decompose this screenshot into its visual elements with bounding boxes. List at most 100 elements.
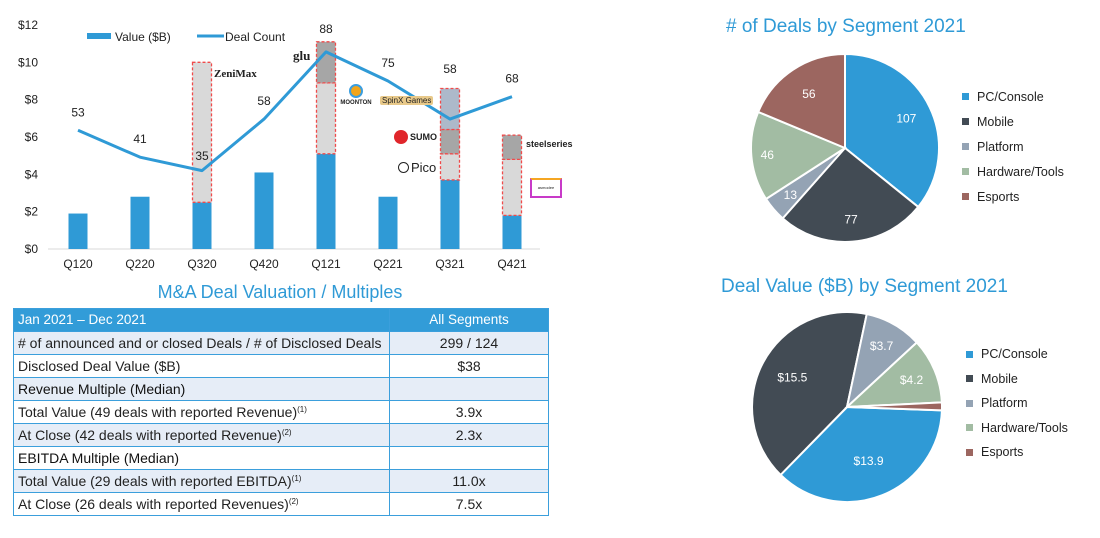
legend-swatch bbox=[962, 168, 969, 175]
glu-logo: glu bbox=[293, 48, 311, 63]
deal-segment bbox=[439, 87, 461, 131]
legend-swatch bbox=[962, 118, 969, 125]
asmodee-logo: asmodee bbox=[530, 178, 562, 198]
value-bar bbox=[68, 213, 88, 249]
y-tick-label: $6 bbox=[25, 130, 39, 144]
header-period: Jan 2021 – Dec 2021 bbox=[13, 308, 390, 332]
legend-swatch bbox=[962, 93, 969, 100]
section-label: Revenue Multiple (Median) bbox=[13, 377, 390, 401]
deal-value-pie-legend: PC/Console Mobile Platform Hardware/Tool… bbox=[966, 342, 1068, 465]
pie-slice bbox=[781, 146, 920, 243]
deal-count-label: 68 bbox=[505, 72, 519, 86]
legend-label-count: Deal Count bbox=[225, 30, 286, 44]
legend-label: Platform bbox=[977, 139, 1024, 154]
pie-slice bbox=[751, 311, 868, 477]
row-label: # of announced and or closed Deals / # o… bbox=[13, 331, 390, 355]
deal-count-pie: 107 77 13 46 56 bbox=[750, 52, 940, 243]
value-bar bbox=[254, 172, 274, 249]
legend-item: Hardware/Tools bbox=[962, 159, 1064, 184]
x-tick-label: Q221 bbox=[373, 257, 403, 271]
deal-count-label: 41 bbox=[133, 132, 147, 146]
section-label: EBITDA Multiple (Median) bbox=[13, 446, 390, 470]
value-bars bbox=[68, 153, 522, 249]
table-row: Total Value (49 deals with reported Reve… bbox=[13, 400, 549, 424]
pie-slice bbox=[846, 401, 943, 412]
y-axis: $0 $2 $4 $6 $8 $10 $12 bbox=[18, 18, 38, 256]
pie-slice bbox=[779, 405, 943, 503]
x-tick-label: Q420 bbox=[249, 257, 279, 271]
value-bar bbox=[440, 179, 460, 249]
pie-slice bbox=[844, 52, 940, 209]
legend-item: PC/Console bbox=[962, 84, 1064, 109]
legend-label: Esports bbox=[977, 189, 1020, 204]
pie-slice-label: $15.5 bbox=[777, 371, 807, 385]
table-row: Total Value (29 deals with reported EBIT… bbox=[13, 469, 549, 493]
row-value bbox=[389, 446, 549, 470]
deal-count-pie-legend: PC/Console Mobile Platform Hardware/Tool… bbox=[962, 84, 1064, 209]
row-value bbox=[389, 377, 549, 401]
row-label: Disclosed Deal Value ($B) bbox=[13, 354, 390, 378]
table-row: # of announced and or closed Deals / # o… bbox=[13, 331, 549, 355]
deal-segment bbox=[501, 158, 523, 217]
value-bar bbox=[378, 196, 398, 249]
x-tick-label: Q320 bbox=[187, 257, 217, 271]
pie-slice bbox=[844, 341, 943, 409]
table-row: Disclosed Deal Value ($B) $38 bbox=[13, 354, 549, 378]
deal-count-label: 53 bbox=[71, 105, 85, 119]
steelseries-logo: steelseries bbox=[526, 139, 573, 149]
x-tick-label: Q321 bbox=[435, 257, 465, 271]
pie-slice-label: $13.9 bbox=[854, 454, 884, 468]
deal-count-labels: 53 41 35 58 88 75 58 68 bbox=[71, 22, 519, 163]
deal-count-label: 75 bbox=[381, 56, 395, 70]
spinx-logo: SpinX Games bbox=[380, 96, 434, 105]
x-tick-label: Q421 bbox=[497, 257, 527, 271]
sumo-icon bbox=[394, 130, 408, 144]
pie-slice bbox=[750, 110, 848, 201]
legend-swatch bbox=[966, 448, 973, 456]
legend-label: Hardware/Tools bbox=[981, 420, 1068, 435]
moonton-logo: MOONTON bbox=[338, 84, 374, 106]
legend-label: Esports bbox=[981, 445, 1024, 460]
row-value: 2.3x bbox=[389, 423, 549, 447]
deal-segment bbox=[439, 128, 461, 155]
row-label: At Close (42 deals with reported Revenue… bbox=[13, 423, 390, 447]
y-tick-label: $12 bbox=[18, 18, 38, 32]
header-column: All Segments bbox=[389, 308, 549, 332]
pie-slice-label: $4.2 bbox=[900, 373, 924, 387]
moonton-icon bbox=[349, 84, 363, 98]
legend-swatch bbox=[966, 375, 973, 383]
deal-count-label: 88 bbox=[319, 22, 333, 36]
deal-count-label: 35 bbox=[195, 149, 209, 163]
valuation-table: Jan 2021 – Dec 2021 All Segments # of an… bbox=[13, 308, 549, 516]
zenimax-logo: ZeniMax bbox=[214, 68, 257, 80]
y-tick-label: $10 bbox=[18, 55, 38, 69]
value-bar bbox=[502, 215, 522, 249]
pie-slice-label: 107 bbox=[896, 112, 916, 126]
row-value: $38 bbox=[389, 354, 549, 378]
y-tick-label: $8 bbox=[25, 93, 39, 107]
deal-segment bbox=[315, 82, 337, 155]
pie-slice bbox=[756, 52, 846, 150]
legend-swatch-value bbox=[87, 33, 111, 39]
deal-count-pie-title: # of Deals by Segment 2021 bbox=[726, 16, 966, 37]
x-tick-label: Q120 bbox=[63, 257, 93, 271]
deal-segments bbox=[191, 41, 523, 217]
legend-item: Platform bbox=[966, 391, 1068, 416]
pie-slice-label: 13 bbox=[784, 188, 798, 202]
deal-count-line bbox=[77, 50, 513, 173]
row-value: 7.5x bbox=[389, 492, 549, 516]
x-tick-label: Q121 bbox=[311, 257, 341, 271]
value-bar bbox=[316, 153, 336, 249]
deal-value-pie-title: Deal Value ($B) by Segment 2021 bbox=[721, 276, 1008, 297]
legend-item: Esports bbox=[962, 184, 1064, 209]
y-tick-label: $2 bbox=[25, 205, 39, 219]
legend-swatch bbox=[962, 193, 969, 200]
legend-label: Hardware/Tools bbox=[977, 164, 1064, 179]
row-value: 3.9x bbox=[389, 400, 549, 424]
legend-swatch bbox=[966, 424, 973, 432]
deal-segment bbox=[501, 134, 523, 161]
legend-item: Hardware/Tools bbox=[966, 416, 1068, 441]
legend-swatch bbox=[966, 350, 973, 358]
y-tick-label: $4 bbox=[25, 167, 39, 181]
legend-label: PC/Console bbox=[981, 347, 1048, 362]
